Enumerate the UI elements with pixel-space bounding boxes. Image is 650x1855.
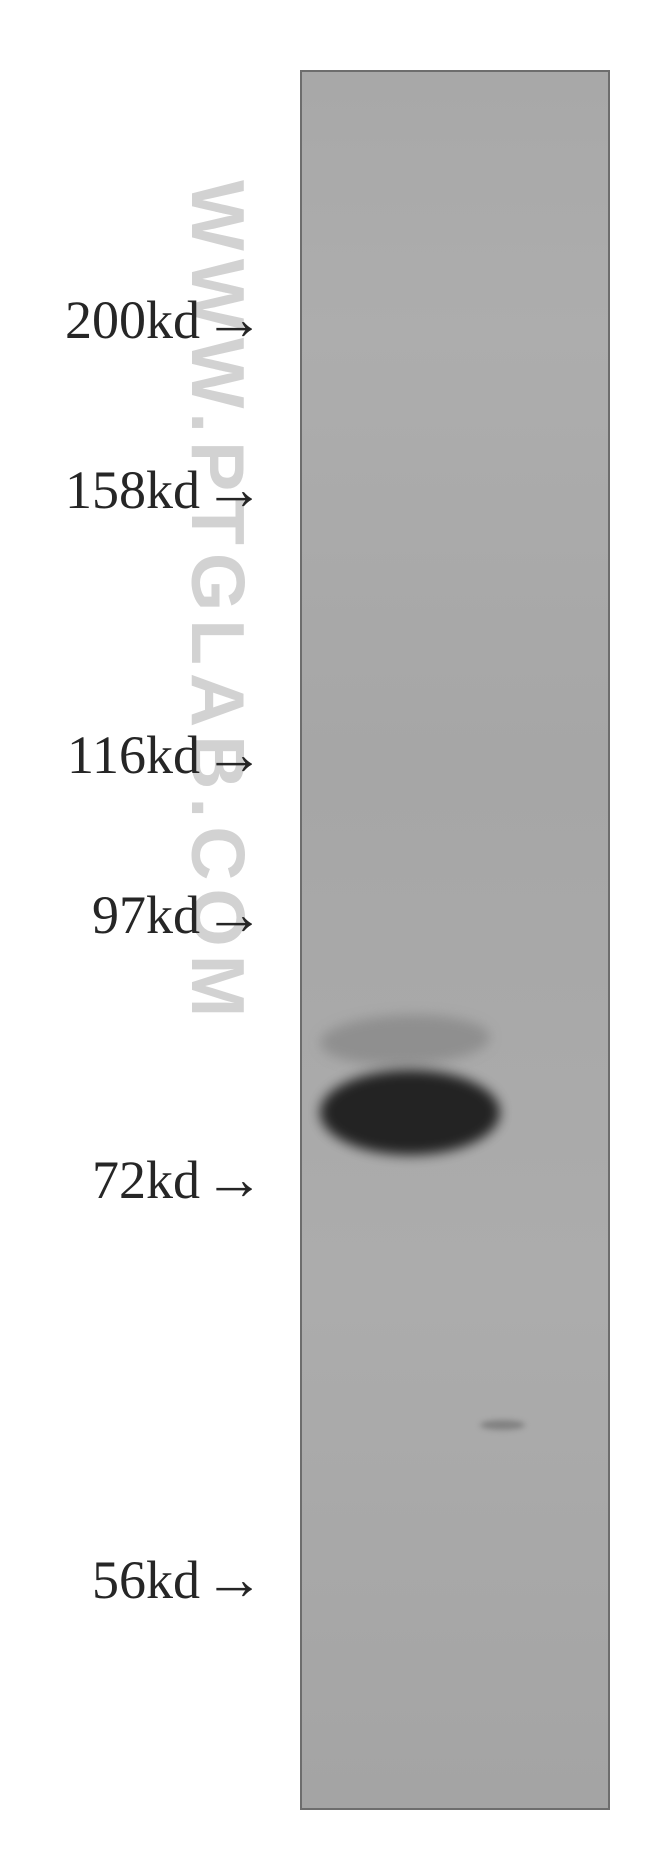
blot-lane	[300, 70, 610, 1810]
marker-row: 97kd→	[0, 880, 264, 949]
marker-label: 56kd	[0, 1549, 200, 1611]
marker-label: 72kd	[0, 1149, 200, 1211]
marker-row: 116kd→	[0, 720, 264, 789]
marker-row: 56kd→	[0, 1545, 264, 1614]
arrow-right-icon: →	[204, 1145, 264, 1214]
arrow-right-icon: →	[204, 720, 264, 789]
faint-band	[480, 1420, 525, 1430]
marker-row: 158kd→	[0, 455, 264, 524]
marker-row: 72kd→	[0, 1145, 264, 1214]
blot-figure: WWW.PTGLAB.COM 200kd→158kd→116kd→97kd→72…	[0, 0, 650, 1855]
marker-label: 158kd	[0, 459, 200, 521]
marker-label: 97kd	[0, 884, 200, 946]
protein-band	[320, 1070, 500, 1155]
arrow-right-icon: →	[204, 880, 264, 949]
arrow-right-icon: →	[204, 285, 264, 354]
arrow-right-icon: →	[204, 455, 264, 524]
marker-label: 116kd	[0, 724, 200, 786]
marker-row: 200kd→	[0, 285, 264, 354]
arrow-right-icon: →	[204, 1545, 264, 1614]
marker-label: 200kd	[0, 289, 200, 351]
